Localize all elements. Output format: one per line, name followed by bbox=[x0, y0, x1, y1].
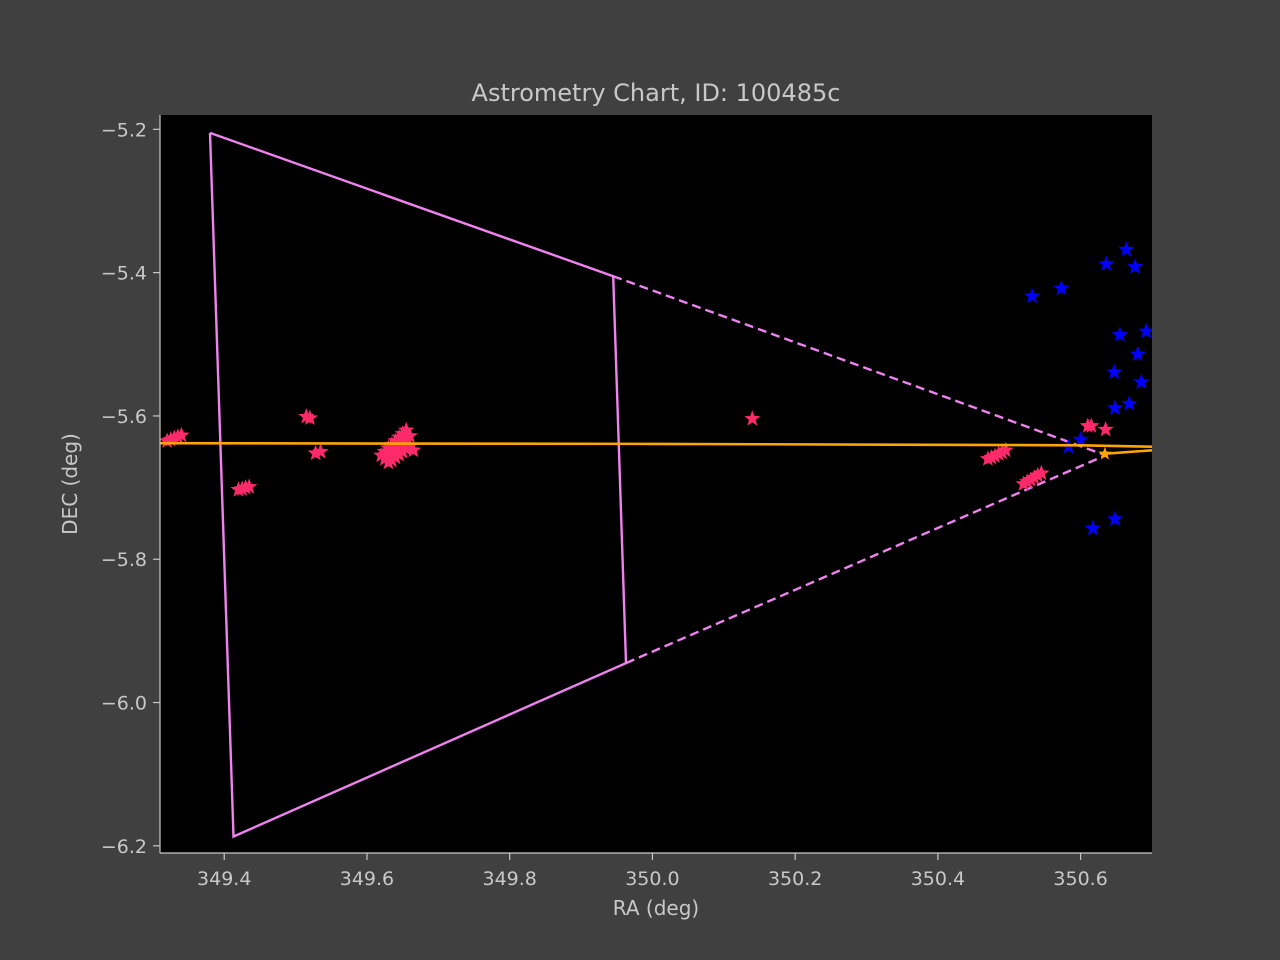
y-axis-ticks: −5.2 −5.4 −5.6 −5.8 −6.0 −6.2 bbox=[101, 119, 160, 858]
observed-star bbox=[1083, 417, 1100, 433]
y-tick-label: −6.0 bbox=[101, 693, 147, 715]
x-axis-ticks: 349.4 349.6 349.8 350.0 350.2 350.4 350.6 bbox=[197, 853, 1108, 890]
predicted-track-line bbox=[160, 441, 1152, 448]
observed-star bbox=[405, 441, 422, 458]
observed-star bbox=[994, 444, 1011, 460]
observed-star bbox=[398, 421, 415, 438]
x-tick-label: 349.8 bbox=[482, 868, 536, 890]
x-tick-label: 350.0 bbox=[625, 868, 679, 890]
y-tick-label: −5.4 bbox=[101, 263, 147, 285]
reference-star bbox=[1111, 326, 1128, 342]
observed-star bbox=[401, 437, 418, 453]
reference-star bbox=[1053, 279, 1070, 296]
reference-star bbox=[1084, 519, 1101, 536]
observed-star bbox=[1026, 469, 1043, 485]
series-layer bbox=[160, 131, 1152, 839]
observed-star bbox=[1015, 475, 1032, 491]
observed-star bbox=[307, 444, 324, 461]
reference-star bbox=[1126, 258, 1143, 274]
observed-star bbox=[1019, 473, 1036, 489]
x-tick-label: 350.4 bbox=[911, 868, 965, 890]
reference-star bbox=[1129, 345, 1146, 362]
reference-star bbox=[1121, 395, 1138, 411]
x-tick-label: 350.6 bbox=[1053, 868, 1107, 890]
observed-star bbox=[997, 441, 1014, 458]
observed-star bbox=[1022, 471, 1039, 487]
fov-dashed-line bbox=[625, 454, 1107, 665]
observed-star bbox=[1097, 421, 1114, 437]
observed-star bbox=[986, 447, 1004, 463]
observed-star bbox=[401, 427, 418, 443]
reference-star bbox=[1106, 363, 1123, 380]
x-axis-label: RA (deg) bbox=[613, 896, 699, 920]
observed-star bbox=[744, 410, 761, 426]
y-tick-label: −6.2 bbox=[101, 836, 147, 858]
observed-star bbox=[1033, 464, 1050, 481]
observed-star bbox=[173, 426, 190, 443]
reference-star bbox=[1106, 399, 1123, 415]
reference-star bbox=[1138, 322, 1152, 339]
x-tick-label: 350.2 bbox=[768, 868, 822, 890]
plot-area bbox=[160, 115, 1152, 853]
reference-star bbox=[1118, 241, 1135, 257]
track-marker-star bbox=[1098, 446, 1112, 460]
y-axis-label: DEC (deg) bbox=[58, 433, 82, 535]
observed-star bbox=[1029, 466, 1046, 483]
y-tick-label: −5.6 bbox=[101, 406, 147, 428]
observed-star bbox=[241, 478, 258, 494]
reference-star bbox=[1072, 431, 1089, 447]
fov-dashed-line bbox=[612, 275, 1107, 457]
chart-title: Astrometry Chart, ID: 100485c bbox=[472, 79, 841, 107]
reference-star bbox=[1133, 373, 1150, 390]
observed-star bbox=[301, 409, 318, 425]
reference-star bbox=[1098, 255, 1115, 271]
reference-star bbox=[1106, 510, 1123, 526]
observed-star bbox=[380, 454, 397, 470]
observed-star bbox=[312, 443, 329, 459]
x-tick-label: 349.4 bbox=[197, 868, 251, 890]
predicted-track-tail bbox=[1101, 449, 1152, 456]
x-tick-label: 349.6 bbox=[340, 868, 394, 890]
y-tick-label: −5.8 bbox=[101, 549, 147, 571]
y-tick-label: −5.2 bbox=[101, 119, 147, 141]
reference-star bbox=[1024, 287, 1041, 304]
